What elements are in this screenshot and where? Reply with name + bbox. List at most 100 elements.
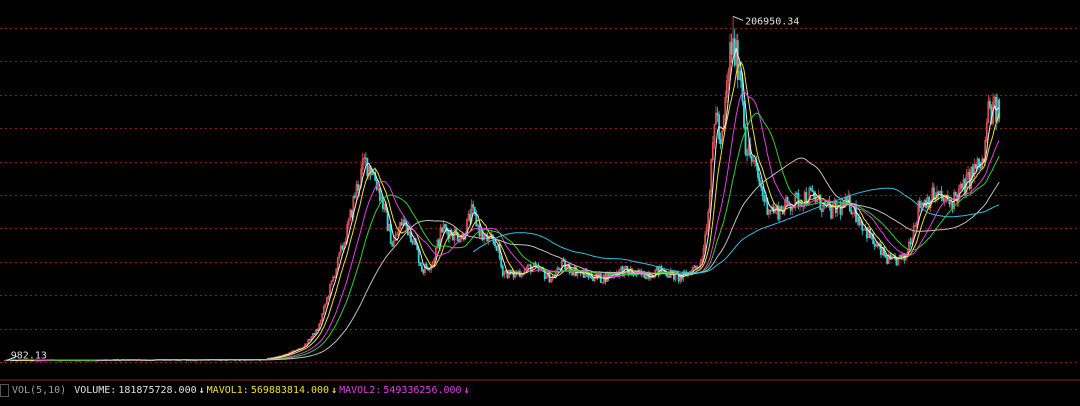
- candle-body: [330, 280, 333, 285]
- candle-body: [354, 196, 356, 198]
- candle-body: [732, 38, 735, 55]
- candle-body: [532, 262, 535, 268]
- candle-body: [568, 264, 571, 274]
- candle-body: [368, 165, 370, 177]
- candle-body: [308, 339, 311, 341]
- candle-body: [866, 227, 868, 239]
- candle-body: [724, 97, 727, 116]
- candle-body: [494, 242, 496, 247]
- candle-body: [501, 266, 504, 276]
- candle-body: [744, 126, 747, 155]
- candle-body: [895, 258, 898, 265]
- candle-body: [584, 270, 587, 278]
- mavol1-label: MAVOL1:: [206, 384, 249, 396]
- grid-lines: [0, 28, 1080, 363]
- candle-body: [729, 42, 731, 72]
- candle-body: [950, 201, 952, 205]
- candle-body: [954, 191, 957, 196]
- candle-body: [701, 259, 703, 263]
- candle-body: [545, 276, 548, 280]
- candle-body: [508, 269, 510, 278]
- candle-body: [441, 227, 444, 233]
- candle-body: [668, 275, 671, 278]
- mavol2-arrow-icon: ↓: [463, 384, 470, 396]
- candle-body: [478, 224, 481, 236]
- candle-body: [475, 213, 478, 227]
- candle-body: [761, 187, 764, 196]
- candle-body: [388, 223, 391, 232]
- candle-body: [620, 266, 622, 270]
- candle-body: [722, 114, 725, 132]
- candle-body: [436, 239, 439, 249]
- candle-body: [715, 112, 717, 125]
- candle-body: [845, 196, 848, 202]
- candle-body: [923, 200, 926, 206]
- candle-body: [397, 228, 400, 235]
- candle-body: [657, 266, 660, 275]
- candle-body: [911, 238, 913, 245]
- candle-body: [476, 224, 479, 227]
- candle-body: [674, 271, 677, 280]
- candle-body: [399, 222, 401, 230]
- candle-body: [333, 276, 336, 279]
- candle-body: [710, 159, 713, 193]
- candle-body: [730, 42, 733, 55]
- candle-body: [752, 160, 755, 162]
- candle-body: [400, 222, 403, 226]
- candle-body: [974, 163, 977, 169]
- candle-body: [324, 303, 327, 307]
- candle-body: [716, 112, 719, 116]
- candle-body: [856, 216, 859, 222]
- high-marker-line: [732, 15, 744, 21]
- candle-body: [830, 207, 833, 219]
- candle-body: [814, 196, 817, 202]
- moving-averages: [11, 48, 1000, 361]
- ma60-line: [96, 157, 1000, 361]
- candle-body: [960, 184, 963, 189]
- candle-body: [985, 122, 988, 141]
- candle-body: [915, 221, 918, 226]
- ma120-line: [472, 187, 1000, 274]
- candle-body: [811, 190, 814, 193]
- candle-body: [442, 224, 445, 233]
- candle-body: [876, 244, 879, 247]
- candle-body: [711, 142, 714, 160]
- candle-body: [564, 260, 566, 270]
- candle-body: [987, 100, 990, 124]
- candle-body: [872, 233, 875, 244]
- candle-body: [357, 184, 359, 191]
- candle-body: [291, 350, 294, 353]
- candle-body: [988, 100, 991, 108]
- candle-body: [431, 261, 434, 267]
- candle-body: [467, 213, 470, 220]
- candle-body: [875, 244, 878, 247]
- candle-body: [777, 205, 780, 220]
- candle-body: [708, 191, 711, 213]
- candle-body: [361, 158, 364, 170]
- price-labels: 206950.34 982.13: [6, 15, 799, 361]
- candle-body: [402, 219, 405, 226]
- candle-body: [694, 265, 697, 268]
- indicator-tag[interactable]: VOL(5,10): [12, 384, 67, 396]
- candle-body: [350, 209, 353, 218]
- candle-body: [352, 196, 355, 218]
- ma20-line: [34, 90, 1000, 361]
- candle-body: [858, 216, 861, 226]
- panel-toggle-box[interactable]: [0, 383, 9, 397]
- low-marker-line: [6, 355, 17, 361]
- candle-body: [643, 270, 646, 278]
- candle-body: [809, 187, 812, 191]
- candle-body: [705, 227, 708, 236]
- candle-body: [839, 204, 842, 215]
- candle-body: [880, 243, 882, 255]
- mavol1-value: 569883814.000: [250, 384, 330, 396]
- candle-body: [311, 333, 314, 338]
- candle-body: [472, 204, 475, 208]
- candle-body: [422, 270, 425, 273]
- candle-body: [511, 270, 514, 274]
- candle-body: [363, 157, 366, 160]
- candle-body: [738, 70, 741, 80]
- candle-body: [967, 171, 970, 176]
- candle-body: [645, 277, 647, 280]
